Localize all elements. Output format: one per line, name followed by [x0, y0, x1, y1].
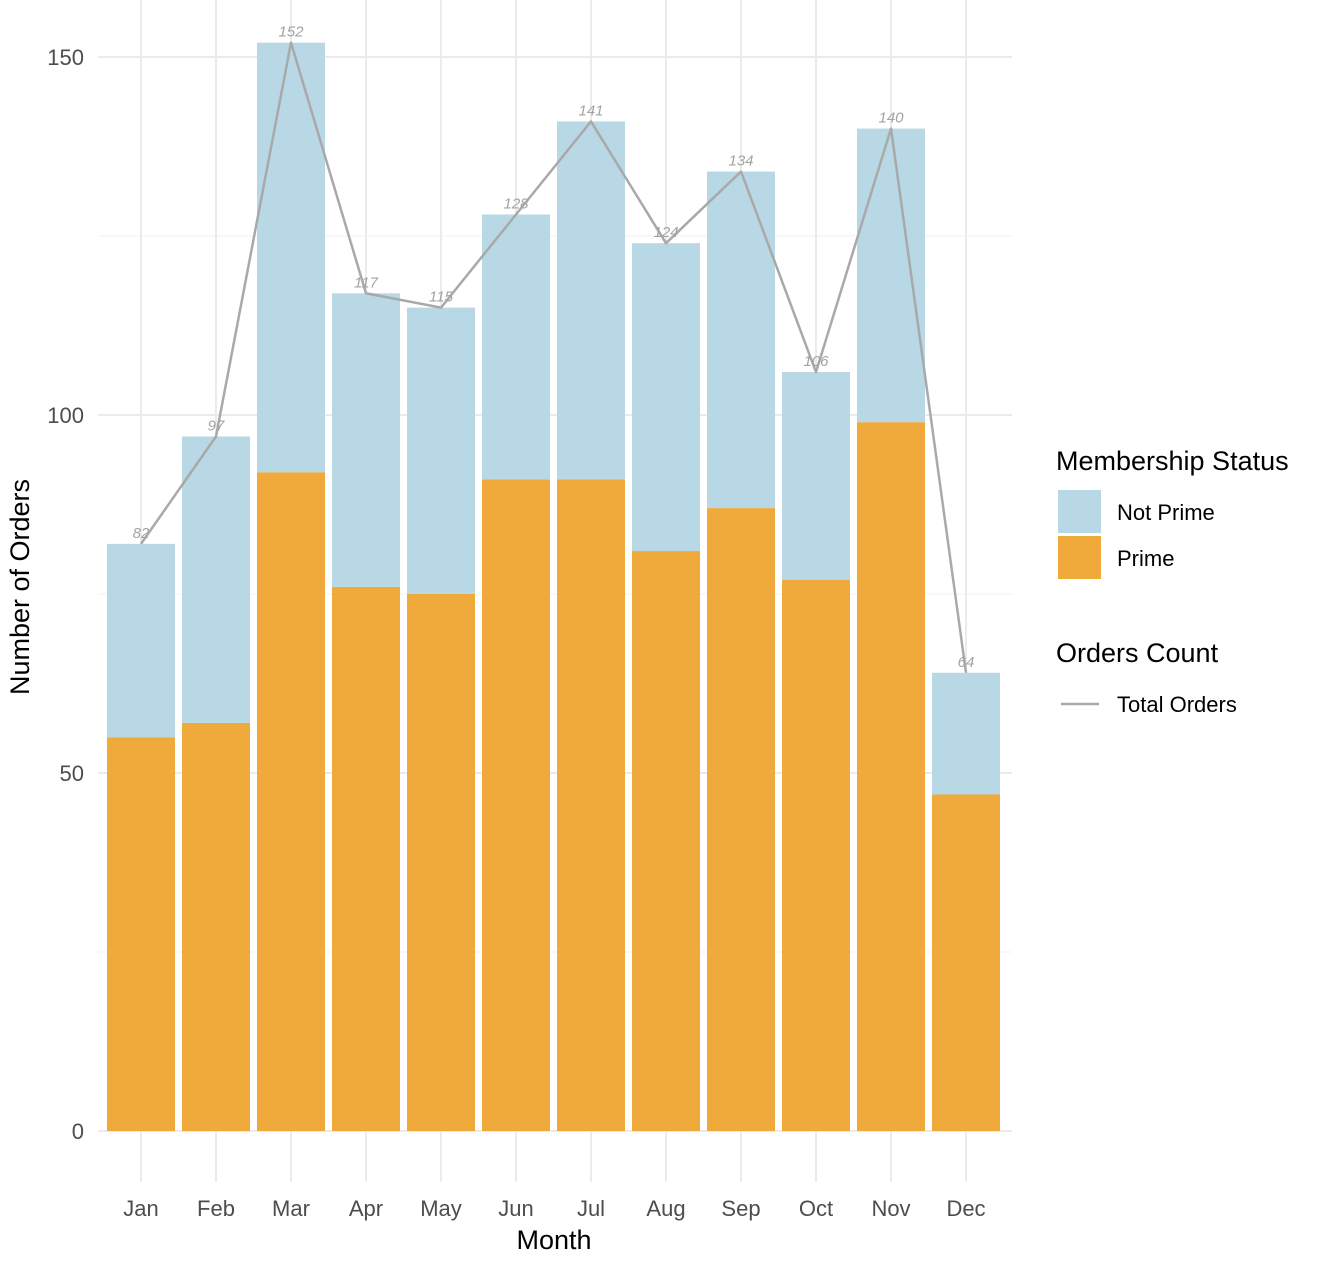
x-tick-label-may: May [420, 1196, 462, 1221]
data-label-dec: 64 [958, 654, 975, 671]
data-labels: 82 97 152 117 115 128 141 124 134 106 140 64 [133, 24, 975, 671]
x-tick-label-oct: Oct [799, 1196, 833, 1221]
bar-not-prime-jun [482, 214, 550, 480]
bar-not-prime-jan [107, 543, 175, 738]
bar-not-prime-mar [257, 42, 325, 473]
x-tick-label-jan: Jan [123, 1196, 158, 1221]
x-tick-label-feb: Feb [197, 1196, 235, 1221]
y-tick-label: 0 [72, 1119, 84, 1144]
x-tick-label-jul: Jul [577, 1196, 605, 1221]
bar-not-prime-dec [932, 672, 1000, 795]
legend-title-membership: Membership Status [1056, 446, 1289, 476]
x-tick-label-sep: Sep [721, 1196, 760, 1221]
x-tick-label-jun: Jun [498, 1196, 533, 1221]
x-tick-label-mar: Mar [272, 1196, 310, 1221]
x-tick-label-dec: Dec [946, 1196, 985, 1221]
y-axis-ticks: 0 50 100 150 [47, 45, 84, 1144]
data-label-aug: 124 [653, 224, 678, 241]
bar-not-prime-nov [857, 128, 925, 423]
bar-prime-dec [932, 794, 1000, 1131]
data-label-mar: 152 [278, 24, 304, 41]
bar-not-prime-apr [332, 293, 400, 587]
total-orders-line [139, 41, 968, 673]
bar-not-prime-jul [557, 121, 625, 480]
bar-prime-oct [782, 579, 850, 1131]
y-tick-label: 150 [47, 45, 84, 70]
bars [107, 42, 1000, 1132]
legend-swatch-prime [1058, 536, 1101, 579]
data-label-jan: 82 [133, 525, 150, 542]
bar-not-prime-feb [182, 436, 250, 723]
legend-title-orders-count: Orders Count [1056, 638, 1219, 668]
bar-prime-jun [482, 479, 550, 1131]
bar-not-prime-aug [632, 243, 700, 552]
bar-prime-jul [557, 479, 625, 1131]
x-tick-label-apr: Apr [349, 1196, 383, 1221]
data-label-oct: 106 [803, 353, 829, 370]
y-axis-title: Number of Orders [5, 479, 35, 695]
data-label-sep: 134 [728, 153, 753, 170]
legend-swatch-not-prime [1058, 490, 1101, 533]
data-label-may: 115 [429, 289, 454, 306]
legend-label-prime: Prime [1117, 546, 1174, 571]
bar-prime-feb [182, 722, 250, 1131]
legend-label-not-prime: Not Prime [1117, 500, 1215, 525]
data-label-jul: 141 [578, 102, 603, 119]
legend: Membership Status Not Prime Prime Orders Co… [1056, 446, 1289, 717]
data-label-apr: 117 [354, 274, 379, 291]
data-label-feb: 97 [208, 417, 225, 434]
x-tick-label-aug: Aug [646, 1196, 685, 1221]
bar-prime-apr [332, 586, 400, 1131]
bar-not-prime-may [407, 307, 475, 594]
bar-prime-mar [257, 472, 325, 1131]
bar-prime-may [407, 594, 475, 1131]
bar-prime-aug [632, 551, 700, 1131]
y-tick-label: 50 [60, 761, 84, 786]
x-axis-title: Month [516, 1225, 591, 1255]
y-tick-label: 100 [47, 403, 84, 428]
x-tick-label-nov: Nov [871, 1196, 910, 1221]
bar-prime-jan [107, 737, 175, 1131]
bar-prime-sep [707, 508, 775, 1132]
bar-not-prime-sep [707, 171, 775, 509]
x-axis-ticks: Jan Feb Mar Apr May Jun Jul Aug Sep Oct Nov Dec [123, 1196, 985, 1221]
bar-prime-nov [857, 422, 925, 1131]
data-label-jun: 128 [503, 196, 529, 213]
data-label-nov: 140 [878, 110, 904, 127]
legend-label-total-orders: Total Orders [1117, 692, 1237, 717]
bar-not-prime-oct [782, 372, 850, 580]
